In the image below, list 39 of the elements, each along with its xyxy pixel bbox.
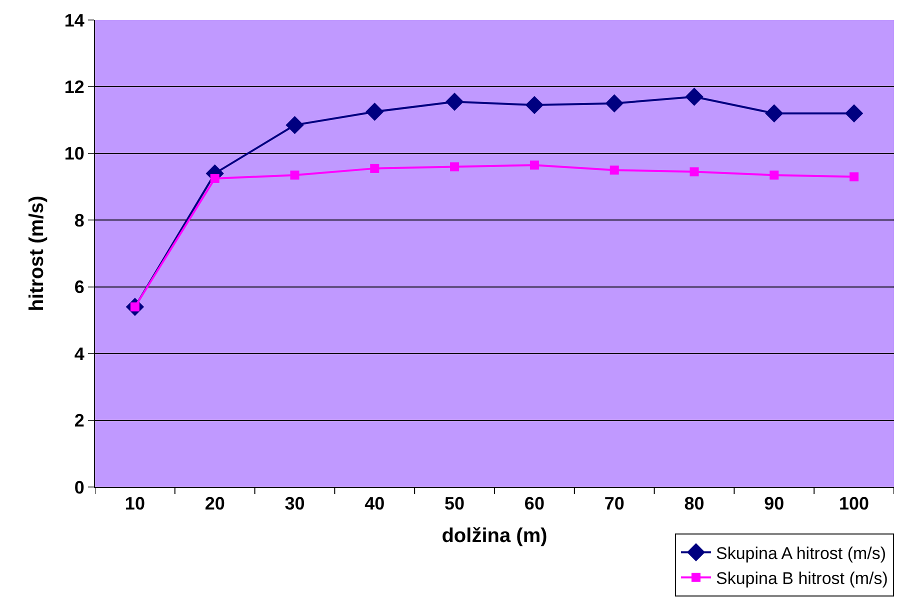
y-tick-label: 10 (64, 144, 84, 164)
x-axis-title: dolžina (m) (442, 525, 548, 548)
y-tick-label: 2 (74, 410, 84, 431)
y-tick-label: 12 (64, 77, 84, 98)
point (530, 160, 539, 170)
point (370, 164, 380, 173)
y-tick-label: 4 (74, 344, 84, 364)
x-tick-label: 60 (524, 494, 544, 514)
point (605, 94, 624, 112)
point (765, 104, 784, 122)
y-tick-label: 0 (74, 477, 84, 498)
point (210, 174, 220, 183)
point (366, 102, 384, 121)
x-tick-label: 100 (839, 494, 870, 514)
x-tick-label: 10 (124, 494, 145, 514)
point (850, 172, 859, 182)
point (770, 170, 779, 180)
legend-label: Skupina A hitrost (m/s) (716, 544, 886, 563)
point (290, 170, 300, 180)
y-tick-label: 6 (74, 277, 84, 298)
y-tick-label: 14 (64, 10, 84, 30)
point (844, 104, 864, 122)
x-tick-label: 20 (204, 494, 225, 514)
x-tick-label: 80 (684, 494, 704, 514)
legend-label: Skupina B hitrost (m/s) (716, 568, 888, 588)
x-tick-label: 50 (444, 494, 465, 514)
point (525, 96, 544, 114)
point (685, 88, 704, 106)
x-tick-label: 90 (764, 494, 784, 514)
point (286, 116, 304, 134)
y-axis-title: hitrost (m/s) (26, 196, 48, 312)
point (450, 162, 460, 172)
point (610, 166, 619, 175)
y-tick-label: 8 (74, 210, 84, 230)
point (690, 167, 699, 176)
x-tick-label: 40 (364, 494, 385, 514)
x-tick-label: 30 (284, 494, 305, 514)
x-tick-label: 70 (604, 494, 624, 514)
point (445, 92, 464, 111)
